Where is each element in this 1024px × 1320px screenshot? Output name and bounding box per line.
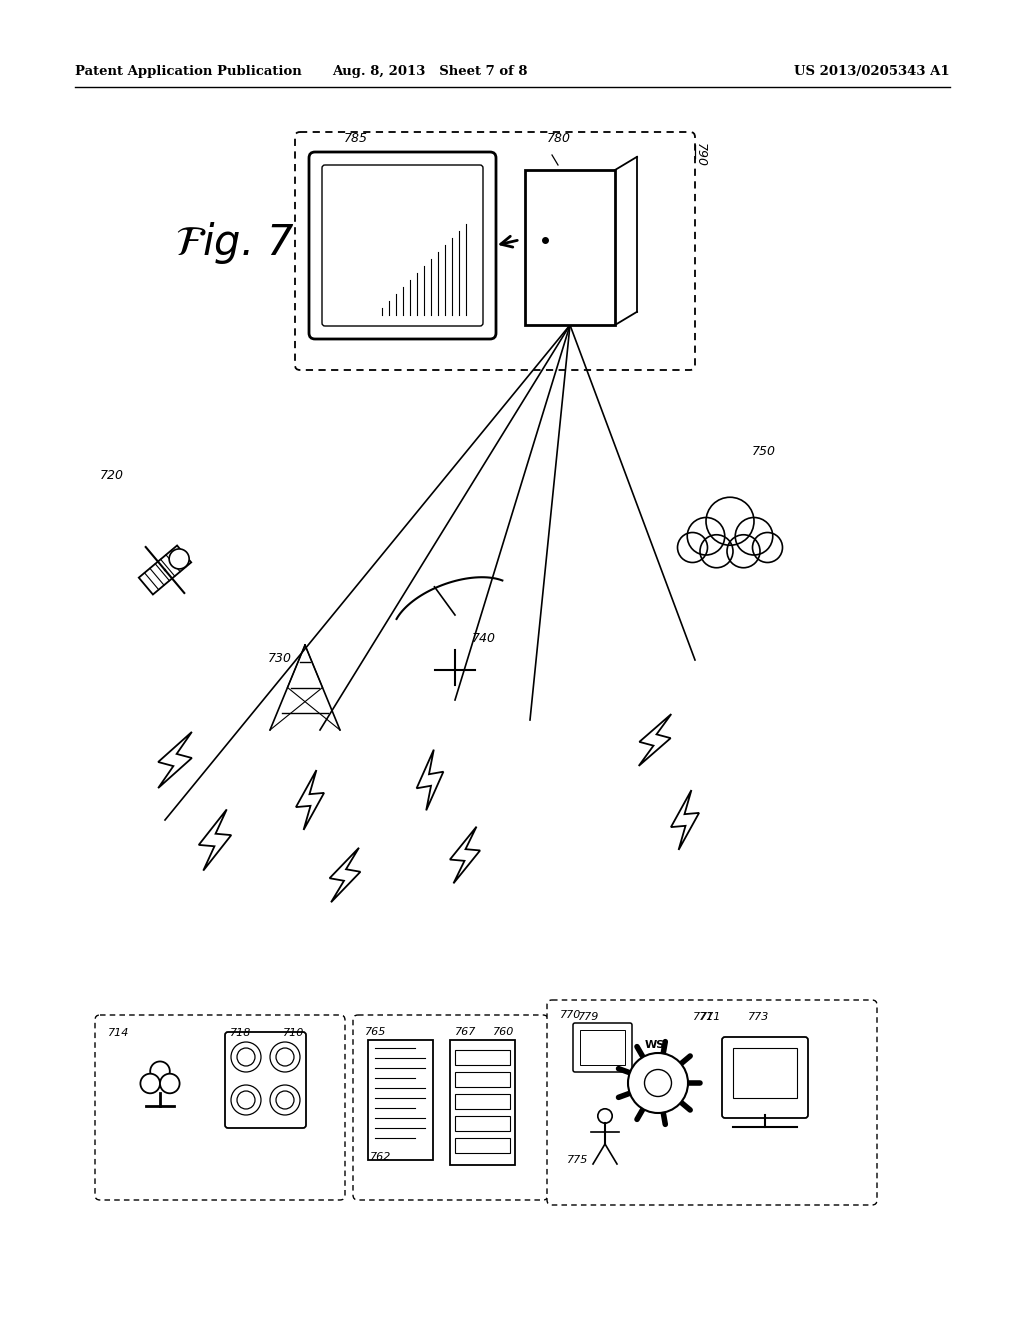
Bar xyxy=(139,545,191,594)
Bar xyxy=(455,1115,510,1131)
Text: 740: 740 xyxy=(472,632,496,645)
Circle shape xyxy=(700,535,733,568)
Circle shape xyxy=(140,1073,160,1093)
Polygon shape xyxy=(417,750,443,810)
Text: 770: 770 xyxy=(560,1010,582,1020)
Polygon shape xyxy=(158,731,191,788)
FancyBboxPatch shape xyxy=(573,1023,632,1072)
Text: 714: 714 xyxy=(108,1028,129,1038)
Text: 773: 773 xyxy=(748,1012,769,1022)
Bar xyxy=(450,1040,515,1166)
Text: 760: 760 xyxy=(493,1027,514,1038)
Text: US 2013/0205343 A1: US 2013/0205343 A1 xyxy=(795,66,950,78)
Text: 790: 790 xyxy=(693,143,707,168)
Circle shape xyxy=(735,517,773,554)
Text: 779: 779 xyxy=(578,1012,599,1022)
FancyBboxPatch shape xyxy=(225,1032,306,1129)
Bar xyxy=(455,1049,510,1065)
Text: 762: 762 xyxy=(370,1152,391,1162)
Text: 771: 771 xyxy=(693,1012,715,1022)
Bar xyxy=(368,1040,433,1160)
Text: 780: 780 xyxy=(547,132,571,145)
FancyBboxPatch shape xyxy=(547,1001,877,1205)
Text: 767: 767 xyxy=(455,1027,476,1038)
Text: Patent Application Publication: Patent Application Publication xyxy=(75,66,302,78)
Polygon shape xyxy=(199,809,231,871)
Text: 720: 720 xyxy=(100,469,124,482)
Circle shape xyxy=(753,532,782,562)
FancyBboxPatch shape xyxy=(295,132,695,370)
Text: Aug. 8, 2013   Sheet 7 of 8: Aug. 8, 2013 Sheet 7 of 8 xyxy=(332,66,527,78)
Text: 765: 765 xyxy=(365,1027,386,1038)
Circle shape xyxy=(687,517,725,554)
FancyBboxPatch shape xyxy=(722,1038,808,1118)
Polygon shape xyxy=(639,714,672,766)
FancyBboxPatch shape xyxy=(353,1015,548,1200)
Text: 750: 750 xyxy=(752,445,776,458)
Circle shape xyxy=(160,1073,179,1093)
Polygon shape xyxy=(450,826,480,883)
Text: 710: 710 xyxy=(283,1028,304,1038)
Text: 771: 771 xyxy=(700,1012,721,1022)
Polygon shape xyxy=(525,170,615,325)
Bar xyxy=(580,1030,625,1065)
Bar xyxy=(455,1094,510,1109)
Text: $\mathcal{F}$ig. 7: $\mathcal{F}$ig. 7 xyxy=(175,220,295,267)
Circle shape xyxy=(151,1061,170,1081)
FancyBboxPatch shape xyxy=(322,165,483,326)
Circle shape xyxy=(644,1069,672,1097)
Text: 730: 730 xyxy=(268,652,292,665)
Bar xyxy=(733,1048,797,1098)
Circle shape xyxy=(598,1109,612,1123)
Polygon shape xyxy=(671,791,699,850)
FancyBboxPatch shape xyxy=(95,1015,345,1200)
Circle shape xyxy=(706,498,754,545)
FancyBboxPatch shape xyxy=(309,152,496,339)
Circle shape xyxy=(678,532,708,562)
Text: 775: 775 xyxy=(567,1155,589,1166)
Bar xyxy=(455,1138,510,1152)
Circle shape xyxy=(628,1053,688,1113)
Circle shape xyxy=(727,535,760,568)
Bar xyxy=(455,1072,510,1086)
Text: WS: WS xyxy=(645,1040,666,1049)
Text: 718: 718 xyxy=(230,1028,251,1038)
Text: 785: 785 xyxy=(344,132,368,145)
Polygon shape xyxy=(330,847,360,903)
Polygon shape xyxy=(296,770,324,830)
Circle shape xyxy=(169,549,189,569)
